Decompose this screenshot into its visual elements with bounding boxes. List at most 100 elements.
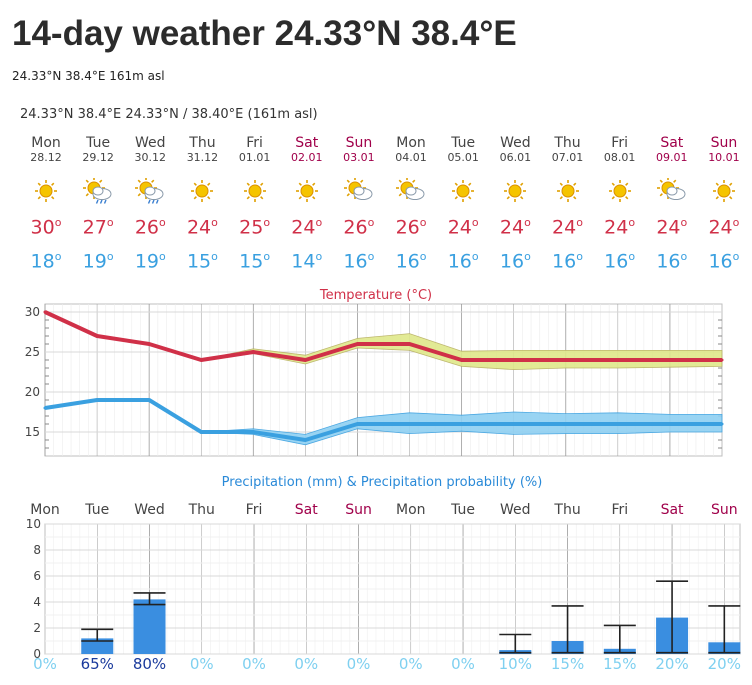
sun-icon xyxy=(229,178,281,204)
precip-day-label: Thu xyxy=(188,502,215,518)
temperature-point xyxy=(616,358,620,362)
temperature-point xyxy=(460,358,464,362)
temperature-point xyxy=(303,358,307,362)
precip-day-label: Sat xyxy=(295,502,318,518)
precipitation-probability: 0% xyxy=(242,655,266,673)
temperature-point xyxy=(251,430,255,434)
min-temperature: 16o xyxy=(499,250,531,273)
precipitation-probability: 20% xyxy=(708,655,741,673)
sun-icon xyxy=(281,178,333,204)
day-column: Thu 07.01 24o 16o xyxy=(542,136,594,273)
page-title: 14-day weather 24.33°N 38.4°E xyxy=(12,14,517,53)
day-name: Wed xyxy=(500,135,531,151)
min-temperature: 15o xyxy=(186,250,218,273)
day-name: Sun xyxy=(345,135,373,151)
day-name: Fri xyxy=(611,135,628,151)
temperature-point xyxy=(199,358,203,362)
max-temperature: 24o xyxy=(499,216,531,239)
max-temperature: 30o xyxy=(30,216,62,239)
sun-icon xyxy=(20,178,72,204)
precip-day-label: Sat xyxy=(661,502,684,518)
temperature-point xyxy=(95,334,99,338)
day-column: Fri 01.01 25o 15o xyxy=(229,136,281,273)
day-column: Wed 30.12 26o 19o xyxy=(124,136,176,273)
max-temperature: 24o xyxy=(656,216,688,239)
day-date: 05.01 xyxy=(447,151,479,164)
temperature-point xyxy=(512,358,516,362)
day-forecast-grid: Mon 28.12 30o 18o Tue 29.12 27o 19o Wed 30.12 26o 1… xyxy=(20,136,750,276)
min-temperature: 18o xyxy=(30,250,62,273)
max-temperature: 27o xyxy=(82,216,114,239)
min-temperature: 16o xyxy=(708,250,740,273)
day-column: Mon 28.12 30o 18o xyxy=(20,136,72,273)
day-date: 30.12 xyxy=(134,151,167,164)
sun-cloud-rain-icon xyxy=(124,178,176,204)
day-column: Tue 05.01 24o 16o xyxy=(437,136,489,273)
precip-day-label: Sun xyxy=(711,502,738,518)
day-date: 09.01 xyxy=(656,151,688,164)
precip-day-label: Mon xyxy=(396,502,426,518)
sun-cloud-icon xyxy=(385,178,437,204)
min-temperature: 19o xyxy=(134,250,166,273)
precipitation-probability: 65% xyxy=(81,655,114,673)
sun-icon xyxy=(698,178,750,204)
day-name: Thu xyxy=(554,135,581,151)
precipitation-probability: 15% xyxy=(551,655,584,673)
max-temperature: 26o xyxy=(134,216,166,239)
precip-day-label: Mon xyxy=(30,502,60,518)
precipitation-probability: 0% xyxy=(399,655,423,673)
y-tick-label: 2 xyxy=(33,621,41,635)
y-tick-label: 15 xyxy=(25,425,40,439)
day-date: 28.12 xyxy=(30,151,62,164)
precip-day-label: Sun xyxy=(345,502,372,518)
precip-day-label: Fri xyxy=(246,502,263,518)
day-name: Sat xyxy=(295,135,319,151)
day-date: 08.01 xyxy=(603,151,636,164)
y-tick-label: 10 xyxy=(26,517,41,531)
day-name: Tue xyxy=(86,135,111,151)
day-name: Wed xyxy=(135,135,166,151)
day-column: Sat 02.01 24o 14o xyxy=(281,136,333,273)
sun-icon xyxy=(489,178,541,204)
y-tick-label: 20 xyxy=(25,385,40,399)
max-temperature: 26o xyxy=(343,216,375,239)
temperature-point xyxy=(720,358,724,362)
temperature-point xyxy=(408,422,412,426)
day-date: 01.01 xyxy=(238,151,271,164)
day-name: Mon xyxy=(31,135,61,151)
precipitation-probability: 0% xyxy=(347,655,371,673)
temperature-point xyxy=(668,358,672,362)
temperature-point xyxy=(512,422,516,426)
precipitation-probability: 0% xyxy=(33,655,57,673)
precip-day-label: Wed xyxy=(134,502,165,518)
max-temperature: 24o xyxy=(708,216,740,239)
sun-cloud-rain-icon xyxy=(72,178,124,204)
day-name: Thu xyxy=(189,135,216,151)
day-name: Mon xyxy=(396,135,426,151)
temperature-point xyxy=(460,422,464,426)
temperature-point xyxy=(355,342,359,346)
day-date: 31.12 xyxy=(186,151,219,164)
min-temperature: 14o xyxy=(291,250,323,273)
day-date: 04.01 xyxy=(395,151,427,164)
precipitation-bar xyxy=(81,638,114,654)
min-temperature: 16o xyxy=(395,250,427,273)
precipitation-chart: Precipitation (mm) & Precipitation proba… xyxy=(26,475,741,673)
precip-day-label: Wed xyxy=(500,502,531,518)
max-temperature: 24o xyxy=(291,216,323,239)
sun-icon xyxy=(542,178,594,204)
precipitation-probability: 80% xyxy=(133,655,166,673)
temperature-point xyxy=(251,350,255,354)
precip-day-label: Thu xyxy=(553,502,580,518)
max-temperature: 24o xyxy=(552,216,583,239)
sun-cloud-icon xyxy=(333,178,385,204)
day-name: Fri xyxy=(246,135,263,151)
min-temperature: 19o xyxy=(82,250,114,273)
precip-day-label: Fri xyxy=(611,502,628,518)
sun-cloud-icon xyxy=(646,178,698,204)
max-temperature: 24o xyxy=(447,216,479,239)
precipitation-bar xyxy=(133,599,166,654)
precipitation-probability: 0% xyxy=(190,655,214,673)
day-date: 07.01 xyxy=(551,151,584,164)
day-date: 06.01 xyxy=(499,151,532,164)
